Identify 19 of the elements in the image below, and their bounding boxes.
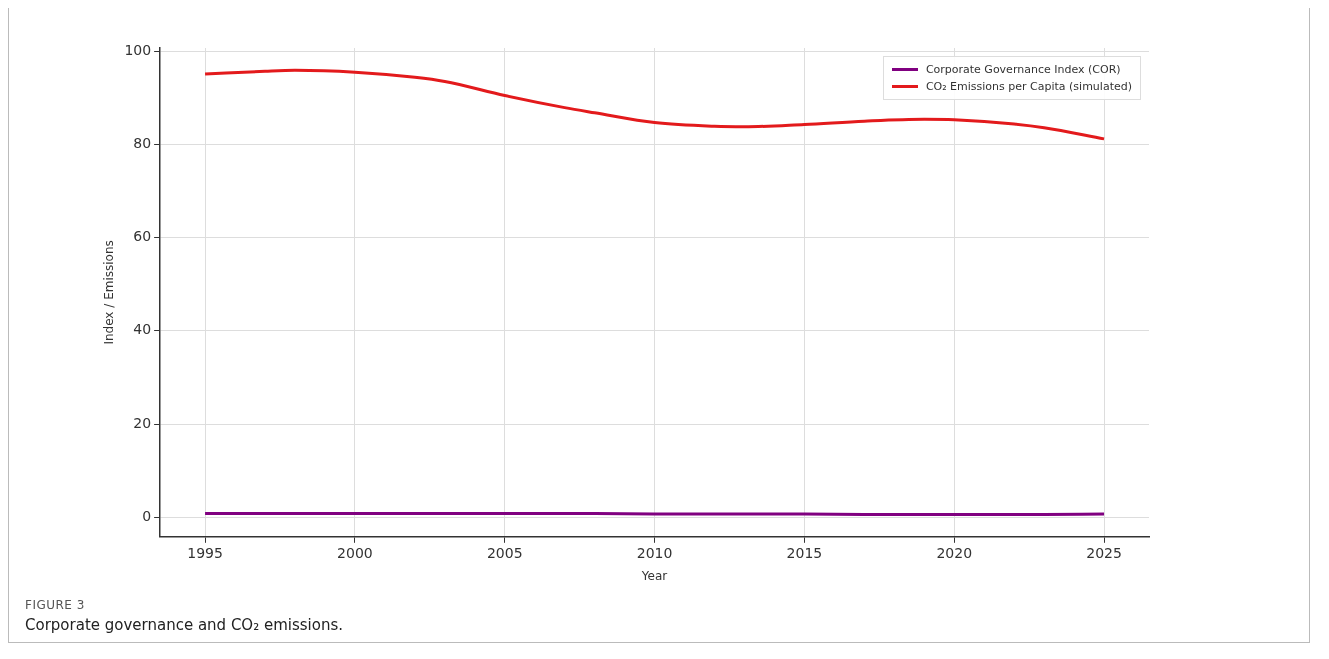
- x-tick-label: 2010: [636, 544, 673, 561]
- y-tick-label: 20: [133, 414, 152, 431]
- y-tick-label: 0: [142, 507, 152, 524]
- legend-label: CO₂ Emissions per Capita (simulated): [925, 79, 1132, 95]
- y-axis-title: Index / Emissions: [102, 240, 117, 345]
- x-tick-label: 1995: [187, 544, 223, 561]
- legend-label: Corporate Governance Index (COR): [925, 62, 1121, 78]
- x-tick-label: 2005: [486, 544, 523, 561]
- caption: FIGURE 3: [24, 598, 86, 612]
- x-tick-label: 2025: [1086, 544, 1122, 561]
- y-tick-label: 40: [133, 321, 152, 338]
- y-tick-label: 60: [133, 228, 152, 245]
- x-tick-label: 2000: [337, 544, 373, 561]
- y-tick-label: 100: [124, 41, 152, 58]
- x-tick-label: 2020: [936, 544, 973, 561]
- x-tick-label: 2015: [786, 544, 823, 561]
- x-axis-title: Year: [640, 568, 668, 583]
- text: Corporate governance and CO₂ emissions.: [24, 616, 345, 634]
- y-tick-label: 80: [133, 135, 152, 152]
